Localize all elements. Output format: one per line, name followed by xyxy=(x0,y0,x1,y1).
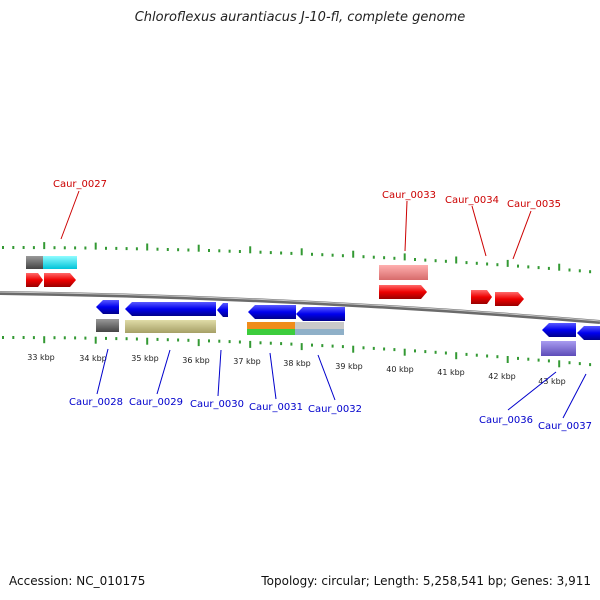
feature-gray-block xyxy=(96,319,119,332)
accession-label: Accession: NC_010175 xyxy=(9,574,146,588)
leader-line xyxy=(60,190,80,240)
gene-label-caur-0027: Caur_0027 xyxy=(53,179,107,190)
gene-arrow-fwd xyxy=(495,292,524,306)
gene-arrow-rev xyxy=(577,326,600,340)
leader-line xyxy=(156,349,171,395)
forward-scale-ticks xyxy=(2,242,592,274)
scale-label: 33 kbp xyxy=(27,353,55,362)
reverse-gene-labels: Caur_0028 Caur_0029 Caur_0030 Caur_0031 … xyxy=(69,348,592,432)
feature-purple-block xyxy=(541,341,576,356)
gene-arrow-fwd xyxy=(379,285,427,299)
feature-pink-block xyxy=(379,265,428,280)
leader-line xyxy=(512,210,532,260)
gene-label-caur-0032: Caur_0032 xyxy=(308,404,362,415)
leader-line xyxy=(562,373,587,419)
gene-label-caur-0035: Caur_0035 xyxy=(507,199,561,210)
scale-label: 35 kbp xyxy=(131,354,159,363)
feature-lightgray-block xyxy=(295,322,344,329)
scale-label: 41 kbp xyxy=(437,368,465,377)
gene-label-caur-0028: Caur_0028 xyxy=(69,397,123,408)
scale-label: 34 kbp xyxy=(79,354,107,363)
feature-steel-block xyxy=(295,329,344,335)
leader-line xyxy=(471,205,487,257)
scale-label: 36 kbp xyxy=(182,356,210,365)
gene-label-caur-0031: Caur_0031 xyxy=(249,402,303,413)
gene-arrow-fwd xyxy=(471,290,492,304)
genome-title: Chloroflexus aurantiacus J-10-fl, comple… xyxy=(134,10,466,25)
gene-label-caur-0036: Caur_0036 xyxy=(479,415,533,426)
gene-label-caur-0033: Caur_0033 xyxy=(382,190,436,201)
scale-labels: 33 kbp 34 kbp 35 kbp 36 kbp 37 kbp 38 kb… xyxy=(27,353,566,386)
gene-arrow-rev xyxy=(96,300,119,314)
feature-green-block xyxy=(247,329,295,335)
leader-line xyxy=(317,354,336,401)
gene-arrow-fwd xyxy=(26,273,43,287)
gene-arrow-rev xyxy=(125,302,216,316)
gene-label-caur-0037: Caur_0037 xyxy=(538,421,592,432)
gene-arrow-rev xyxy=(217,303,228,317)
scale-label: 43 kbp xyxy=(538,377,566,386)
feature-khaki-block xyxy=(125,320,216,333)
gene-arrow-rev xyxy=(248,305,296,319)
scale-label: 39 kbp xyxy=(335,362,363,371)
scale-label: 42 kbp xyxy=(488,372,516,381)
leader-line xyxy=(269,352,277,400)
feature-gray-block xyxy=(26,256,43,269)
gene-arrow-rev xyxy=(296,307,345,321)
leader-line xyxy=(404,200,408,252)
feature-cyan-block xyxy=(43,256,77,269)
leader-line xyxy=(96,348,109,395)
feature-orange-block xyxy=(247,322,295,329)
forward-gene-labels: Caur_0027 Caur_0033 Caur_0034 Caur_0035 xyxy=(53,179,561,260)
genome-backbone-highlight xyxy=(0,291,600,322)
gene-label-caur-0029: Caur_0029 xyxy=(129,397,183,408)
scale-label: 37 kbp xyxy=(233,357,261,366)
gene-label-caur-0034: Caur_0034 xyxy=(445,195,499,206)
gene-arrow-rev xyxy=(542,323,576,337)
leader-line xyxy=(507,371,557,411)
genome-summary: Topology: circular; Length: 5,258,541 bp… xyxy=(261,574,591,588)
leader-line xyxy=(217,349,222,397)
gene-label-caur-0030: Caur_0030 xyxy=(190,399,244,410)
scale-label: 38 kbp xyxy=(283,359,311,368)
scale-label: 40 kbp xyxy=(386,365,414,374)
gene-arrow-fwd xyxy=(44,273,76,287)
reverse-scale-ticks xyxy=(2,336,592,368)
genome-backbone xyxy=(0,291,600,324)
